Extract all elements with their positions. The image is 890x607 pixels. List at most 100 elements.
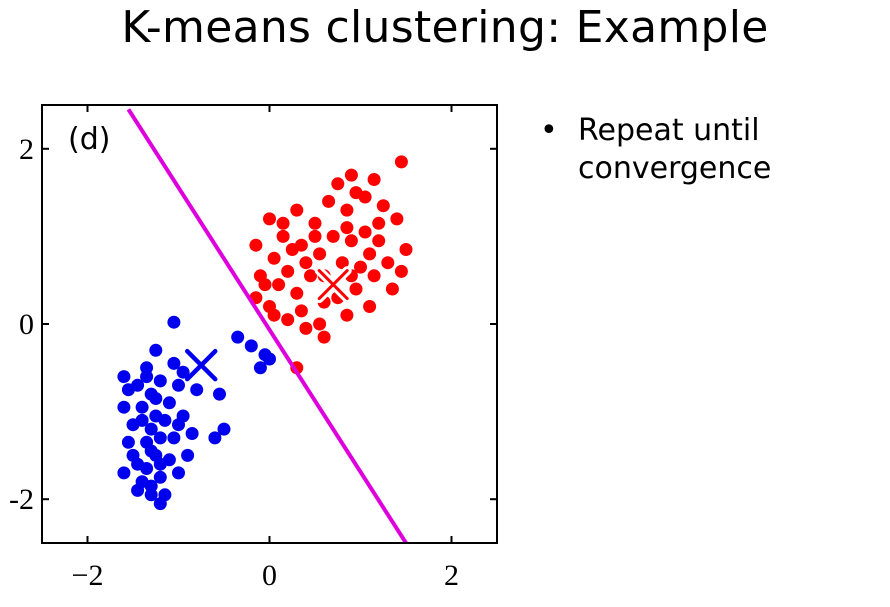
data-point (358, 190, 372, 204)
data-point (158, 488, 172, 502)
data-point (267, 308, 281, 322)
y-tick-label: 2 (19, 133, 34, 166)
data-point (304, 269, 317, 283)
data-point (144, 479, 158, 493)
slide-title: K-means clustering: Example (121, 2, 769, 53)
centroid-marker (185, 348, 218, 382)
data-point (349, 282, 363, 296)
data-point (267, 251, 281, 265)
data-point (281, 264, 295, 278)
data-point (172, 378, 185, 392)
data-point (299, 321, 313, 335)
data-point (285, 243, 299, 256)
data-point (344, 168, 358, 182)
data-point (308, 229, 322, 243)
data-point (272, 278, 286, 292)
data-point (172, 466, 185, 480)
data-point (358, 225, 372, 239)
data-point (140, 462, 154, 475)
data-point (340, 308, 354, 322)
data-point (372, 234, 386, 248)
data-point (153, 374, 167, 388)
data-point (121, 435, 135, 449)
data-point (149, 392, 163, 405)
data-point (326, 229, 340, 243)
data-point (376, 199, 390, 213)
data-point (276, 229, 290, 243)
data-point (181, 448, 195, 462)
data-point (354, 260, 367, 274)
data-point (322, 194, 336, 208)
data-point (317, 330, 331, 344)
bullet-item: • Repeat until convergence (540, 112, 860, 188)
data-point (140, 370, 154, 384)
data-point (276, 216, 290, 230)
data-point (135, 413, 149, 427)
data-point (190, 383, 204, 397)
data-point (335, 256, 349, 270)
data-point (231, 330, 245, 344)
data-point (249, 238, 263, 252)
data-point (153, 431, 167, 445)
data-point (263, 212, 276, 226)
data-point (167, 315, 181, 329)
data-point (394, 264, 408, 278)
data-point (367, 173, 381, 186)
data-point (294, 304, 308, 318)
data-point (340, 221, 354, 235)
data-point (167, 356, 181, 370)
bullet-dot: • (540, 113, 558, 148)
data-point (290, 203, 304, 217)
data-point (258, 278, 272, 292)
data-point (394, 155, 408, 169)
data-point (217, 422, 231, 436)
data-point (308, 216, 322, 230)
bullet-text: Repeat until convergence (578, 113, 772, 186)
data-point (399, 243, 413, 256)
plot-frame (41, 104, 498, 544)
data-point (117, 400, 131, 414)
bullet-list: • Repeat until convergence (540, 112, 860, 188)
data-point (117, 466, 131, 480)
data-point (340, 203, 354, 217)
data-point (208, 431, 222, 445)
data-point (263, 352, 276, 366)
data-point (144, 444, 158, 458)
data-point (153, 457, 167, 471)
data-point (213, 387, 226, 401)
data-point (381, 256, 395, 270)
y-tick-label: 0 (19, 308, 34, 341)
data-point (331, 177, 345, 191)
data-point (390, 212, 404, 226)
data-point (153, 470, 167, 484)
decision-boundary-line (126, 108, 408, 543)
data-point (244, 339, 258, 353)
data-point (253, 361, 267, 375)
data-point (363, 300, 377, 313)
data-point (149, 409, 163, 423)
panel-label: (d) (68, 122, 110, 157)
data-point (117, 370, 131, 384)
data-point (135, 400, 149, 414)
data-point (367, 269, 381, 283)
data-point (144, 422, 158, 436)
data-point (176, 365, 190, 379)
centroid-marker (314, 266, 352, 304)
x-tick-label: 0 (262, 559, 277, 592)
data-point (185, 427, 199, 440)
scatter-chart: −2 0 2 -2 0 2 (d) (9, 104, 498, 592)
data-point (126, 448, 140, 462)
data-point (172, 418, 185, 432)
axis-ticks: −2 0 2 -2 0 2 (9, 105, 497, 592)
data-point (162, 396, 176, 410)
data-point (299, 256, 313, 270)
data-point (131, 378, 145, 392)
data-point (313, 317, 327, 331)
data-point (131, 483, 145, 497)
data-point (281, 313, 295, 327)
data-point (167, 431, 181, 445)
data-point (372, 216, 386, 230)
data-point (290, 286, 304, 300)
data-point (344, 234, 358, 248)
y-tick-label: -2 (9, 483, 34, 516)
